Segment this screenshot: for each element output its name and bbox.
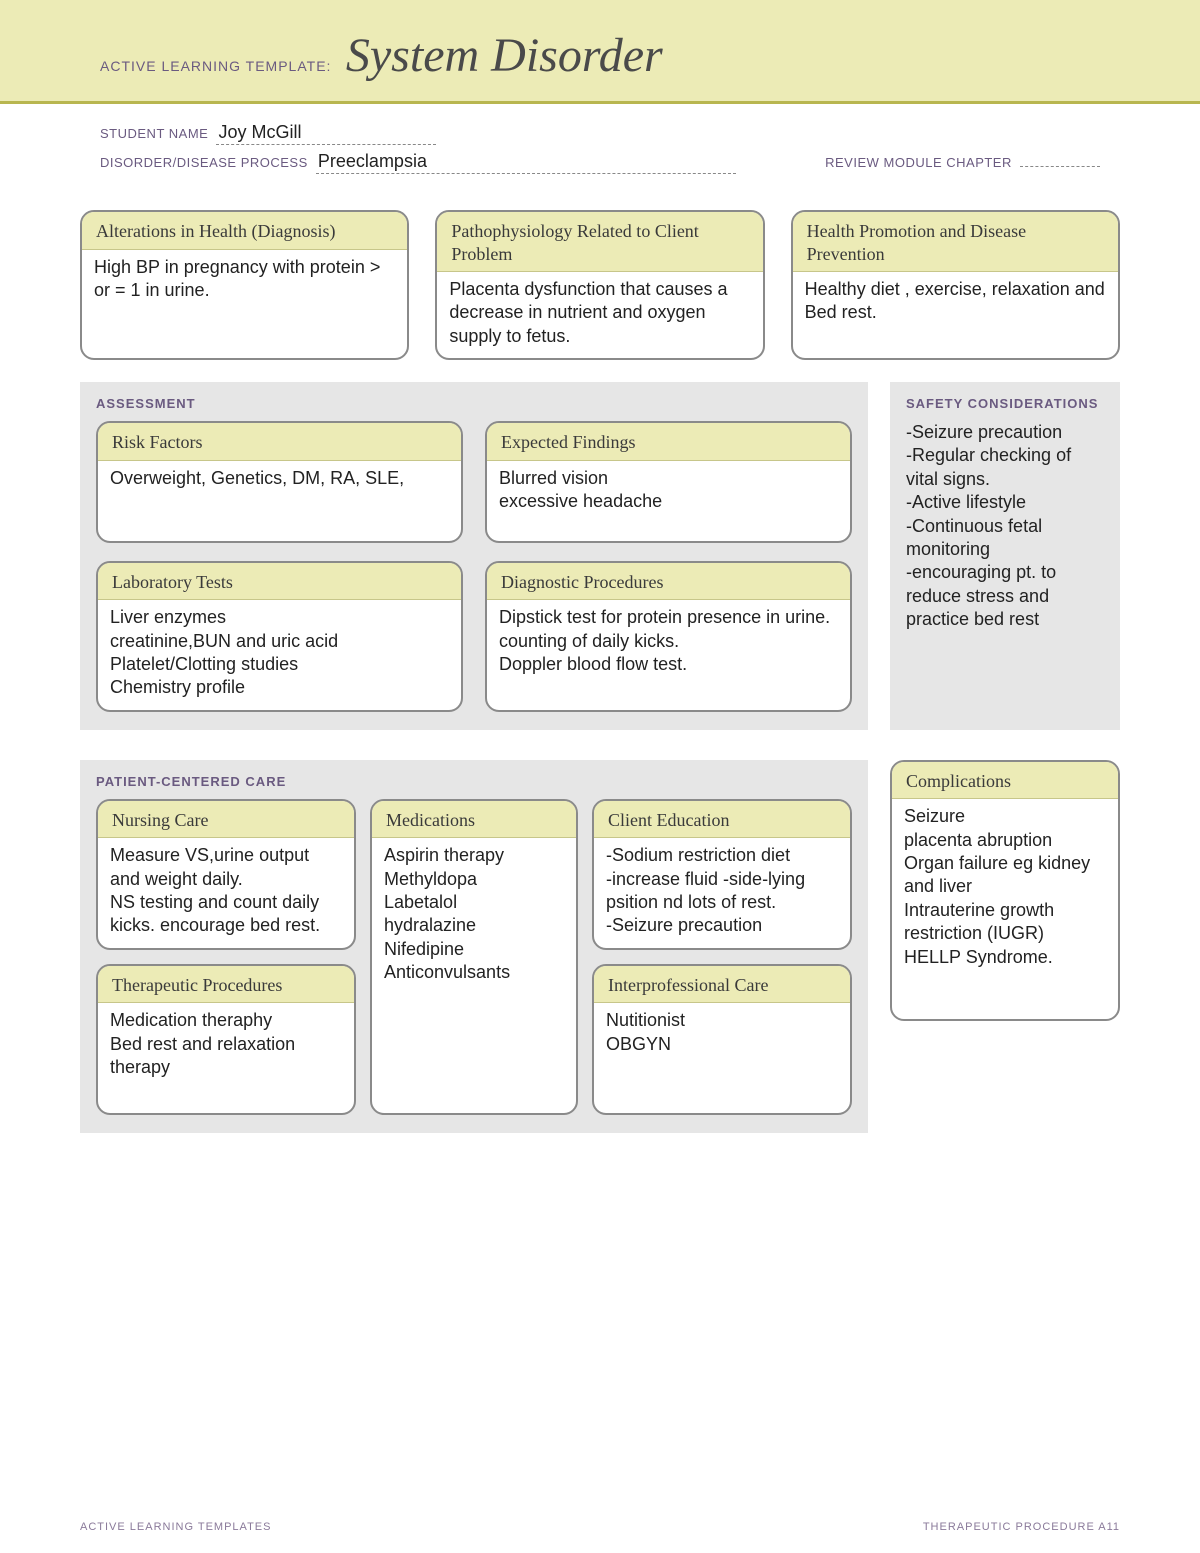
risk-body: Overweight, Genetics, DM, RA, SLE, xyxy=(98,461,461,541)
student-label: STUDENT NAME xyxy=(100,126,208,141)
care-col3: Client Education -Sodium restriction die… xyxy=(592,799,852,1116)
expected-title: Expected Findings xyxy=(487,423,850,461)
footer-left: ACTIVE LEARNING TEMPLATES xyxy=(80,1521,271,1533)
banner-label: ACTIVE LEARNING TEMPLATE: xyxy=(100,58,331,74)
complications-wrap: Complications Seizure placenta abruption… xyxy=(890,760,1120,1164)
labs-card: Laboratory Tests Liver enzymes creatinin… xyxy=(96,561,463,712)
banner-title: System Disorder xyxy=(346,28,663,83)
disorder-label: DISORDER/DISEASE PROCESS xyxy=(100,155,308,170)
nursing-card: Nursing Care Measure VS,urine output and… xyxy=(96,799,356,950)
diagnostic-title: Diagnostic Procedures xyxy=(487,563,850,601)
patho-body: Placenta dysfunction that causes a decre… xyxy=(437,272,762,358)
inter-title: Interprofessional Care xyxy=(594,966,850,1004)
education-title: Client Education xyxy=(594,801,850,839)
care-complications-row: PATIENT-CENTERED CARE Nursing Care Measu… xyxy=(80,760,1120,1164)
therapeutic-body: Medication theraphy Bed rest and relaxat… xyxy=(98,1003,354,1113)
nursing-body: Measure VS,urine output and weight daily… xyxy=(98,838,354,948)
footer-right: THERAPEUTIC PROCEDURE A11 xyxy=(923,1521,1120,1533)
review-blank xyxy=(1020,153,1100,167)
health-promo-card: Health Promotion and Disease Prevention … xyxy=(791,210,1120,360)
footer: ACTIVE LEARNING TEMPLATES THERAPEUTIC PR… xyxy=(80,1521,1120,1533)
inter-card: Interprofessional Care Nutitionist OBGYN xyxy=(592,964,852,1116)
page: ACTIVE LEARNING TEMPLATE: System Disorde… xyxy=(0,0,1200,1553)
health-promo-body: Healthy diet , exercise, relaxation and … xyxy=(793,272,1118,335)
assessment-section: ASSESSMENT Risk Factors Overweight, Gene… xyxy=(80,382,868,730)
therapeutic-title: Therapeutic Procedures xyxy=(98,966,354,1004)
assessment-pair1: Risk Factors Overweight, Genetics, DM, R… xyxy=(96,421,852,543)
risk-card: Risk Factors Overweight, Genetics, DM, R… xyxy=(96,421,463,543)
disorder-value: Preeclampsia xyxy=(316,151,736,174)
complications-card: Complications Seizure placenta abruption… xyxy=(890,760,1120,1022)
student-row: STUDENT NAME Joy McGill xyxy=(100,122,1100,145)
safety-body: -Seizure precaution -Regular checking of… xyxy=(906,421,1104,632)
safety-section: SAFETY CONSIDERATIONS -Seizure precautio… xyxy=(890,382,1120,730)
assessment-safety-row: ASSESSMENT Risk Factors Overweight, Gene… xyxy=(80,382,1120,760)
assessment-section-title: ASSESSMENT xyxy=(96,396,852,411)
care-section: PATIENT-CENTERED CARE Nursing Care Measu… xyxy=(80,760,868,1134)
expected-card: Expected Findings Blurred vision excessi… xyxy=(485,421,852,543)
diagnostic-body: Dipstick test for protein presence in ur… xyxy=(487,600,850,686)
labs-body: Liver enzymes creatinine,BUN and uric ac… xyxy=(98,600,461,710)
expected-body: Blurred vision excessive headache xyxy=(487,461,850,541)
alterations-body: High BP in pregnancy with protein > or =… xyxy=(82,250,407,313)
care-section-title: PATIENT-CENTERED CARE xyxy=(96,774,852,789)
education-card: Client Education -Sodium restriction die… xyxy=(592,799,852,950)
complications-title: Complications xyxy=(892,762,1118,800)
content: Alterations in Health (Diagnosis) High B… xyxy=(0,190,1200,1163)
assessment-pair2: Laboratory Tests Liver enzymes creatinin… xyxy=(96,561,852,712)
education-body: -Sodium restriction diet -increase fluid… xyxy=(594,838,850,948)
safety-title: SAFETY CONSIDERATIONS xyxy=(906,396,1104,413)
review-label: REVIEW MODULE CHAPTER xyxy=(825,155,1012,170)
student-value: Joy McGill xyxy=(216,122,436,145)
alterations-title: Alterations in Health (Diagnosis) xyxy=(82,212,407,250)
diagnostic-card: Diagnostic Procedures Dipstick test for … xyxy=(485,561,852,712)
medications-title: Medications xyxy=(372,801,576,839)
health-promo-title: Health Promotion and Disease Prevention xyxy=(793,212,1118,272)
medications-card: Medications Aspirin therapy Methyldopa L… xyxy=(370,799,578,1116)
patho-title: Pathophysiology Related to Client Proble… xyxy=(437,212,762,272)
nursing-title: Nursing Care xyxy=(98,801,354,839)
care-col2: Medications Aspirin therapy Methyldopa L… xyxy=(370,799,578,1116)
medications-body: Aspirin therapy Methyldopa Labetalol hyd… xyxy=(372,838,576,994)
disorder-row: DISORDER/DISEASE PROCESS Preeclampsia RE… xyxy=(100,151,1100,174)
therapeutic-card: Therapeutic Procedures Medication therap… xyxy=(96,964,356,1116)
risk-title: Risk Factors xyxy=(98,423,461,461)
complications-body: Seizure placenta abruption Organ failure… xyxy=(892,799,1118,1019)
patho-card: Pathophysiology Related to Client Proble… xyxy=(435,210,764,360)
alterations-card: Alterations in Health (Diagnosis) High B… xyxy=(80,210,409,360)
labs-title: Laboratory Tests xyxy=(98,563,461,601)
care-col1: Nursing Care Measure VS,urine output and… xyxy=(96,799,356,1116)
inter-body: Nutitionist OBGYN xyxy=(594,1003,850,1113)
meta-block: STUDENT NAME Joy McGill DISORDER/DISEASE… xyxy=(0,104,1200,190)
top-row: Alterations in Health (Diagnosis) High B… xyxy=(80,210,1120,360)
care-grid: Nursing Care Measure VS,urine output and… xyxy=(96,799,852,1116)
banner: ACTIVE LEARNING TEMPLATE: System Disorde… xyxy=(0,0,1200,104)
